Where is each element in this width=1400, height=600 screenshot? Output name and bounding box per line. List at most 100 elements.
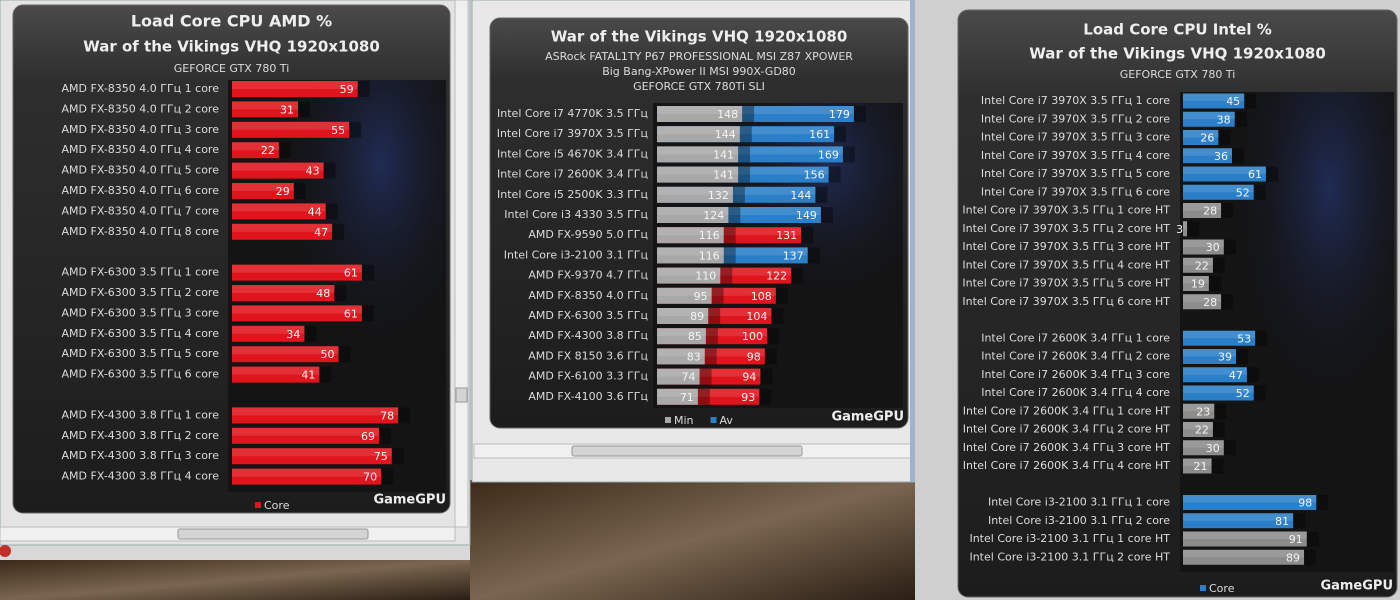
- chart-subtitle: ASRock FATAL1TY P67 PROFESSIONAL MSI Z87…: [545, 50, 853, 63]
- bar-highlight: [1183, 239, 1224, 247]
- category-label: Intel Core i7 3970X 3.5 ГГц 4 core HT: [962, 258, 1170, 271]
- category-label: AMD FX-4300 3.8 ГГц 1 core: [62, 408, 220, 421]
- bar-shadow: [1211, 458, 1224, 474]
- category-label: AMD FX-8350 4.0 ГГц 2 core: [62, 102, 220, 115]
- bar: [232, 223, 333, 240]
- value-label: 131: [776, 229, 797, 242]
- bar-highlight: [657, 308, 709, 316]
- bar-shadow: [1221, 294, 1234, 310]
- bar-shadow: [1218, 130, 1231, 145]
- value-label: 3: [1176, 223, 1183, 236]
- value-label: 95: [694, 290, 708, 303]
- bar: [232, 121, 350, 138]
- bar-highlight: [657, 267, 792, 276]
- bar-shadow: [699, 368, 712, 385]
- bar-shadow: [708, 308, 721, 324]
- bar-highlight: [232, 162, 324, 171]
- bar-highlight: [657, 106, 854, 114]
- bar-shadow: [828, 166, 841, 183]
- bar: [657, 287, 712, 304]
- value-label: 52: [1236, 186, 1250, 199]
- bar-highlight: [232, 223, 333, 232]
- value-label: 38: [1217, 113, 1231, 126]
- bar-highlight: [657, 126, 835, 135]
- category-label: Intel Core i7 2600K 3.4 ГГц 4 core HT: [963, 459, 1171, 472]
- bar-shadow: [1244, 93, 1257, 109]
- value-label: 44: [308, 205, 322, 218]
- value-label: 28: [1203, 205, 1217, 218]
- bar-shadow: [1304, 549, 1317, 565]
- scroll-thumb[interactable]: [177, 528, 369, 540]
- category-label: Intel Core i5 4670K 3.4 ГГц: [497, 147, 648, 160]
- bar-shadow: [1265, 166, 1278, 182]
- bar-shadow: [834, 126, 847, 143]
- bar: [1183, 367, 1247, 383]
- bar-shadow: [807, 247, 820, 264]
- value-label: 50: [321, 348, 335, 361]
- value-label: 81: [1275, 515, 1289, 528]
- bar-highlight: [232, 325, 305, 334]
- scroll-thumb[interactable]: [455, 387, 468, 403]
- bar-shadow: [1212, 422, 1225, 437]
- value-label: 148: [717, 108, 738, 121]
- bar-highlight: [232, 142, 279, 151]
- bar-highlight: [657, 348, 705, 357]
- category-label: Intel Core i3-2100 3.1 ГГц 2 core: [988, 514, 1170, 527]
- bar: [657, 267, 721, 284]
- bar: [1183, 458, 1212, 474]
- bar-highlight: [657, 368, 700, 377]
- bar-highlight: [1183, 294, 1222, 302]
- bar: [232, 203, 326, 220]
- scroll-thumb[interactable]: [571, 445, 803, 457]
- bar-highlight: [1183, 257, 1213, 266]
- category-label: AMD FX-8350 4.0 ГГц 8 core: [62, 225, 220, 238]
- bar-highlight: [657, 227, 724, 236]
- value-label: 141: [713, 148, 734, 161]
- value-label: 47: [314, 226, 328, 239]
- value-label: 169: [818, 148, 839, 161]
- bar-shadow: [820, 207, 833, 223]
- value-label: 89: [1286, 551, 1300, 564]
- category-label: Intel Core i3-2100 3.1 ГГц 1 core: [988, 496, 1170, 509]
- bar-highlight: [1183, 495, 1317, 503]
- chart-title: Load Core CPU AMD %: [131, 12, 332, 31]
- legend-swatch: [1200, 585, 1206, 591]
- category-label: Intel Core i3-2100 3.1 ГГц 1 core HT: [969, 532, 1170, 545]
- scrollbar[interactable]: [454, 0, 469, 528]
- bar-shadow: [381, 468, 394, 485]
- tab-icon[interactable]: [0, 545, 11, 557]
- bar-shadow: [1187, 221, 1200, 237]
- value-label: 124: [703, 209, 724, 222]
- bar: [1183, 221, 1188, 237]
- bar-highlight: [1183, 422, 1213, 430]
- bar-shadow: [1231, 148, 1244, 164]
- bar: [657, 146, 739, 163]
- bar-highlight: [657, 166, 829, 175]
- bar-highlight: [232, 203, 326, 212]
- bar: [657, 126, 740, 143]
- category-label: Intel Core i7 3970X 3.5 ГГц 2 core HT: [962, 222, 1170, 235]
- bar-highlight: [232, 366, 320, 375]
- bar-shadow: [759, 388, 772, 405]
- value-label: 30: [1206, 241, 1220, 254]
- bar: [232, 325, 305, 342]
- category-label: Intel Core i7 3970X 3.5 ГГц 2 core: [981, 112, 1170, 125]
- value-label: 91: [1289, 533, 1303, 546]
- value-label: 61: [1248, 168, 1262, 181]
- value-label: 19: [1191, 278, 1205, 291]
- category-label: AMD FX-8350 4.0 ГГц 1 core: [62, 82, 220, 95]
- bar-highlight: [232, 101, 299, 110]
- charts: Load Core CPU AMD % War of the Vikings VH…: [12, 4, 1398, 598]
- bar-shadow: [398, 407, 411, 424]
- bar-highlight: [1183, 184, 1254, 193]
- bar-highlight: [657, 388, 698, 397]
- bar: [1183, 422, 1213, 437]
- bar-highlight: [657, 247, 724, 256]
- bar: [1183, 440, 1224, 456]
- bar-highlight: [657, 308, 772, 316]
- category-label: AMD FX-4100 3.6 ГГц: [528, 390, 648, 403]
- bar: [657, 368, 700, 385]
- bar-highlight: [232, 264, 362, 273]
- bar-highlight: [1183, 531, 1307, 539]
- bar-shadow: [1306, 531, 1319, 547]
